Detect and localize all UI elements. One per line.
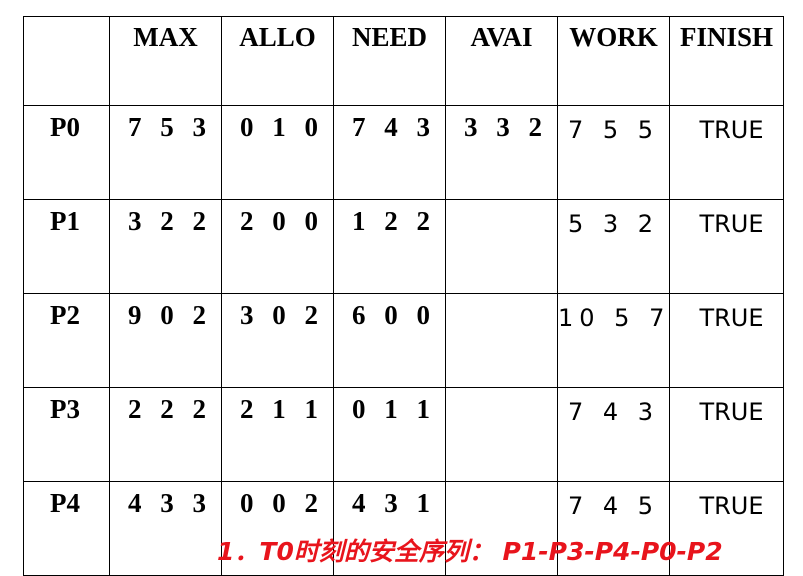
header-allo: ALLO	[221, 16, 334, 106]
max-cell: 7 5 3	[109, 105, 222, 200]
max-cell: 4 3 3	[109, 481, 222, 576]
need-cell: 1 2 2	[333, 199, 446, 294]
header-row: MAX ALLO NEED AVAI WORK FINISH	[23, 16, 784, 106]
process-name: P1	[23, 199, 110, 294]
finish-cell: TRUE	[669, 105, 784, 200]
avai-cell	[445, 199, 558, 294]
process-name: P2	[23, 293, 110, 388]
table-row: P0 7 5 3 0 1 0 7 4 3 3 3 2 7 5 5 TRUE	[23, 105, 784, 200]
header-work: WORK	[557, 16, 670, 106]
banker-algorithm-table: MAX ALLO NEED AVAI WORK FINISH P0 7 5 3 …	[23, 16, 784, 576]
header-need: NEED	[333, 16, 446, 106]
header-empty	[23, 16, 110, 106]
allo-cell: 2 1 1	[221, 387, 334, 482]
finish-cell: TRUE	[669, 481, 784, 576]
work-cell: 7 5 5	[557, 105, 670, 200]
process-name: P0	[23, 105, 110, 200]
max-cell: 2 2 2	[109, 387, 222, 482]
process-name: P3	[23, 387, 110, 482]
header-finish: FINISH	[669, 16, 784, 106]
avai-cell	[445, 387, 558, 482]
safe-sequence-caption: 1．T0时刻的安全序列： P1-P3-P4-P0-P2	[217, 537, 723, 566]
allo-cell: 0 0 2	[221, 481, 334, 576]
process-name: P4	[23, 481, 110, 576]
need-cell: 6 0 0	[333, 293, 446, 388]
finish-cell: TRUE	[669, 293, 784, 388]
table-row: P1 3 2 2 2 0 0 1 2 2 5 3 2 TRUE	[23, 199, 784, 294]
max-cell: 9 0 2	[109, 293, 222, 388]
need-cell: 0 1 1	[333, 387, 446, 482]
work-cell: 7 4 5	[557, 481, 670, 576]
finish-cell: TRUE	[669, 387, 784, 482]
table-row: P2 9 0 2 3 0 2 6 0 0 10 5 7 TRUE	[23, 293, 784, 388]
allo-cell: 3 0 2	[221, 293, 334, 388]
table-row: P3 2 2 2 2 1 1 0 1 1 7 4 3 TRUE	[23, 387, 784, 482]
need-cell: 7 4 3	[333, 105, 446, 200]
finish-cell: TRUE	[669, 199, 784, 294]
work-cell: 5 3 2	[557, 199, 670, 294]
max-cell: 3 2 2	[109, 199, 222, 294]
allo-cell: 2 0 0	[221, 199, 334, 294]
avai-cell	[445, 293, 558, 388]
header-avai: AVAI	[445, 16, 558, 106]
work-cell: 7 4 3	[557, 387, 670, 482]
work-cell: 10 5 7	[557, 293, 670, 388]
avai-cell: 3 3 2	[445, 105, 558, 200]
allo-cell: 0 1 0	[221, 105, 334, 200]
header-max: MAX	[109, 16, 222, 106]
